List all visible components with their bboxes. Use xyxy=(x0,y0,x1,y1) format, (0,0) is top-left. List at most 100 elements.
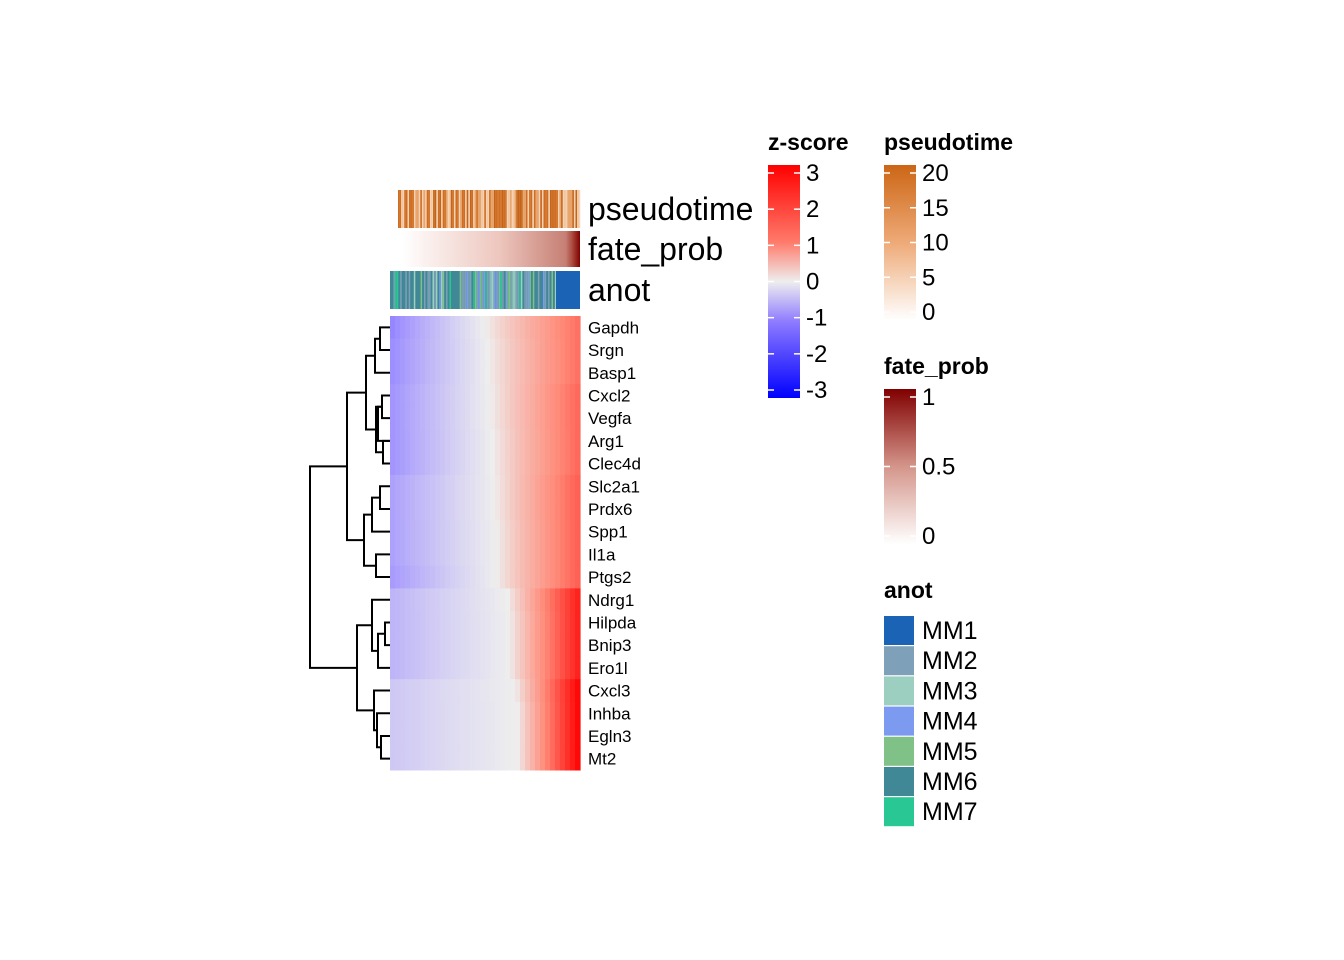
heatmap-cell xyxy=(505,588,511,612)
heatmap-cell xyxy=(455,656,461,680)
heatmap-cell xyxy=(440,361,446,385)
heatmap-cell xyxy=(570,316,576,340)
heatmap-cell xyxy=(480,429,486,453)
heatmap-cell xyxy=(405,611,411,635)
heatmap-cell xyxy=(400,588,406,612)
heatmap-cell xyxy=(565,747,571,771)
heatmap-cell xyxy=(425,611,431,635)
heatmap-cell xyxy=(525,701,531,726)
heatmap-cell xyxy=(415,701,421,726)
heatmap-cell xyxy=(555,452,561,476)
heatmap-cell xyxy=(430,588,436,612)
heatmap-cell xyxy=(425,338,431,362)
heatmap-cell xyxy=(405,701,411,726)
heatmap-cell xyxy=(535,565,541,589)
heatmap-cell xyxy=(475,474,481,499)
heatmap-cell xyxy=(470,520,476,544)
heatmap-cell xyxy=(520,747,526,771)
anot-stripe xyxy=(413,271,416,309)
heatmap-cell xyxy=(445,724,451,748)
heatmap-cell xyxy=(540,406,546,430)
pseudotime-stripe xyxy=(514,190,517,228)
heatmap-cell xyxy=(415,633,421,657)
heatmap-cell xyxy=(455,429,461,453)
heatmap-cell xyxy=(470,588,476,612)
colorbar-tick-label: -1 xyxy=(806,305,827,332)
pseudotime-stripe xyxy=(532,190,534,228)
heatmap-cell xyxy=(510,565,516,589)
heatmap-cell xyxy=(435,338,441,362)
anot-stripe xyxy=(432,271,434,309)
heatmap-cell xyxy=(485,611,491,635)
heatmap-cell xyxy=(405,679,411,703)
heatmap-cell xyxy=(575,361,581,385)
anot-stripe xyxy=(410,271,412,309)
heatmap-cell xyxy=(395,429,401,453)
heatmap-cell xyxy=(555,611,561,635)
heatmap-cell xyxy=(390,633,396,657)
heatmap-cell xyxy=(400,361,406,385)
heatmap-cell xyxy=(570,747,576,771)
heatmap-cell xyxy=(560,747,566,771)
heatmap-cell xyxy=(450,679,456,703)
pseudotime-stripe xyxy=(556,190,558,228)
heatmap-cell xyxy=(420,565,426,589)
heatmap-cell xyxy=(575,679,581,703)
heatmap-cell xyxy=(570,633,576,657)
heatmap-cell xyxy=(565,701,571,726)
heatmap-cell xyxy=(425,747,431,771)
heatmap-cell xyxy=(550,588,556,612)
heatmap-cell xyxy=(410,588,416,612)
heatmap-row xyxy=(390,497,581,521)
heatmap-cell xyxy=(400,565,406,589)
heatmap-cell xyxy=(475,656,481,680)
anot-stripe xyxy=(515,271,518,309)
heatmap-cell xyxy=(550,452,556,476)
heatmap-cell xyxy=(445,701,451,726)
gene-label: Il1a xyxy=(588,545,616,564)
heatmap-cell xyxy=(465,338,471,362)
pseudotime-stripe xyxy=(426,190,429,228)
gene-label: Vegfa xyxy=(588,409,632,428)
heatmap-cell xyxy=(460,611,466,635)
heatmap-cell xyxy=(560,497,566,521)
heatmap-cell xyxy=(545,656,551,680)
anot-stripe xyxy=(452,271,455,309)
heatmap-cell xyxy=(550,565,556,589)
anot-legend-title: anot xyxy=(884,577,933,603)
heatmap-cell xyxy=(535,701,541,726)
anot-stripe xyxy=(481,271,484,309)
heatmap-cell xyxy=(510,701,516,726)
heatmap-cell xyxy=(520,361,526,385)
heatmap-cell xyxy=(525,656,531,680)
heatmap-cell xyxy=(535,656,541,680)
heatmap-cell xyxy=(545,565,551,589)
pseudotime-stripe xyxy=(578,190,581,228)
heatmap-cell xyxy=(495,679,501,703)
anot-stripe xyxy=(554,271,557,309)
heatmap-row xyxy=(390,565,581,589)
heatmap-cell xyxy=(410,679,416,703)
pseudotime-stripe xyxy=(450,190,453,228)
heatmap-cell xyxy=(420,338,426,362)
heatmap-cell xyxy=(400,497,406,521)
heatmap-cell xyxy=(485,679,491,703)
heatmap-cell xyxy=(510,520,516,544)
heatmap-cell xyxy=(445,588,451,612)
heatmap-cell xyxy=(415,724,421,748)
heatmap-cell xyxy=(560,406,566,430)
heatmap-cell xyxy=(545,429,551,453)
heatmap-cell xyxy=(530,316,536,340)
heatmap-cell xyxy=(565,474,571,499)
heatmap-cell xyxy=(405,543,411,567)
heatmap-cell xyxy=(410,656,416,680)
heatmap-cell xyxy=(440,452,446,476)
heatmap-cell xyxy=(485,543,491,567)
heatmap-cell xyxy=(475,588,481,612)
heatmap-cell xyxy=(485,429,491,453)
row-dendrogram xyxy=(309,326,390,760)
heatmap-cell xyxy=(575,338,581,362)
dendrogram-branch xyxy=(375,553,390,579)
heatmap-cell xyxy=(475,406,481,430)
heatmap-cell xyxy=(570,656,576,680)
